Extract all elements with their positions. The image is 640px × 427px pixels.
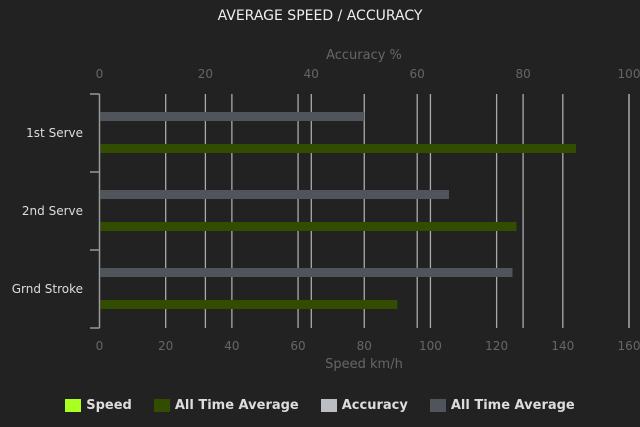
top-tick-label: 0	[96, 67, 104, 81]
x-tick-label: 80	[357, 339, 372, 353]
top-tick-label: 80	[515, 67, 530, 81]
x-axis-label: Speed km/h	[325, 357, 403, 372]
top-tick-label: 20	[198, 67, 213, 81]
legend: Speed All Time Average Accuracy All Time Av…	[0, 398, 640, 413]
y-tick-label: 2nd Serve	[22, 204, 83, 218]
legend-swatch	[153, 399, 170, 412]
legend-label: Speed	[86, 398, 132, 413]
legend-label: All Time Average	[450, 398, 575, 413]
x-tick-label: 100	[419, 339, 442, 353]
top-tick-label: 40	[304, 67, 319, 81]
legend-item[interactable]: Accuracy	[320, 398, 408, 413]
legend-swatch	[429, 399, 446, 412]
bar	[100, 268, 513, 277]
bar	[100, 144, 577, 153]
chart-title: AVERAGE SPEED / ACCURACY	[217, 8, 423, 24]
y-tick-label: Grnd Stroke	[12, 282, 83, 296]
legend-item[interactable]: All Time Average	[429, 398, 575, 413]
bar	[100, 112, 365, 121]
x-tick-label: 160	[618, 339, 640, 353]
bar	[100, 300, 398, 309]
legend-label: All Time Average	[174, 398, 299, 413]
legend-swatch	[65, 399, 82, 412]
top-tick-label: 100	[618, 67, 640, 81]
legend-item[interactable]: All Time Average	[153, 398, 299, 413]
legend-label: Accuracy	[341, 398, 408, 413]
legend-swatch	[320, 399, 337, 412]
x-tick-label: 0	[96, 339, 104, 353]
bar	[100, 222, 517, 231]
legend-item[interactable]: Speed	[65, 398, 132, 413]
x-tick-label: 120	[485, 339, 508, 353]
x-tick-label: 40	[224, 339, 239, 353]
x-tick-label: 60	[290, 339, 305, 353]
x-tick-label: 140	[551, 339, 574, 353]
top-axis-label: Accuracy %	[326, 48, 402, 63]
top-tick-label: 60	[410, 67, 425, 81]
y-tick-label: 1st Serve	[26, 126, 83, 140]
x-tick-label: 20	[158, 339, 173, 353]
bar	[100, 190, 449, 199]
